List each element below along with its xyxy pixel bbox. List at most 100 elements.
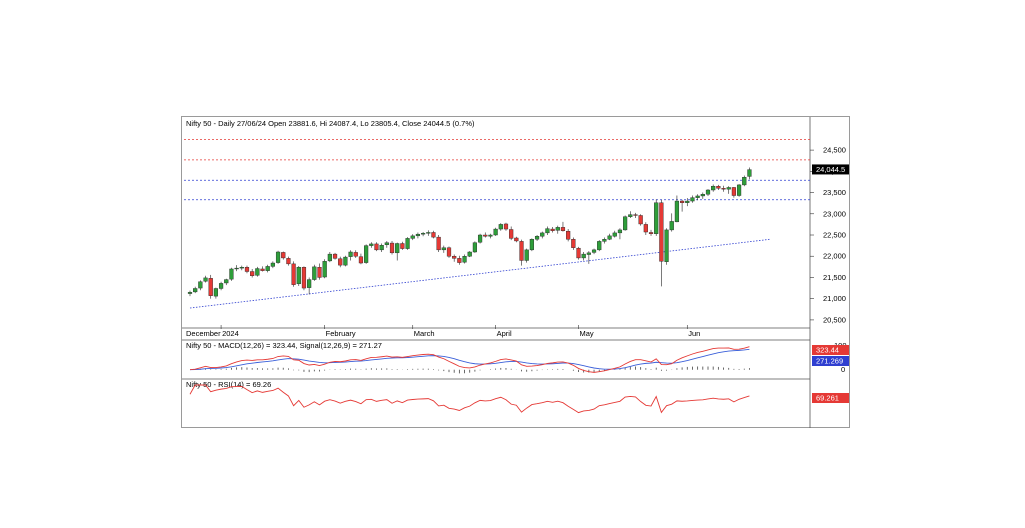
month-label: 2024 xyxy=(222,329,239,338)
last-price-label-bg xyxy=(812,164,849,175)
trendline xyxy=(189,238,771,309)
candle-body xyxy=(275,251,281,263)
candle-body xyxy=(374,243,379,251)
candle-body xyxy=(534,236,540,240)
rsi-value-label: 69.261 xyxy=(816,394,839,403)
candle-body xyxy=(364,245,369,263)
candle-body xyxy=(405,238,410,249)
candle-body xyxy=(198,281,203,289)
candle-body xyxy=(400,243,405,249)
candle-body xyxy=(493,228,498,236)
last-price-label: 24,044.5 xyxy=(816,165,845,174)
candle-body xyxy=(659,202,664,262)
candle-body xyxy=(571,239,576,248)
candle-body xyxy=(669,221,674,231)
candle-body xyxy=(415,233,421,237)
rsi-header: Nifty 50 - RSI(14) = 69.26 xyxy=(186,380,271,389)
candle-body xyxy=(623,216,628,231)
month-label: February xyxy=(326,329,356,338)
macd-value-label: 323.44 xyxy=(816,346,839,355)
candle-body xyxy=(327,253,332,262)
candle-body xyxy=(638,215,643,225)
candle-body xyxy=(540,232,545,237)
candle-body xyxy=(602,239,607,242)
candle-body xyxy=(488,234,493,237)
candle-body xyxy=(291,263,296,285)
candle-body xyxy=(597,241,602,251)
candle-body xyxy=(270,262,275,267)
candle-body xyxy=(607,235,612,240)
candle-body xyxy=(472,242,477,253)
price-header: Nifty 50 - Daily 27/06/24 Open 23881.6, … xyxy=(186,119,475,128)
candle-body xyxy=(700,194,705,197)
rsi-line xyxy=(189,384,750,414)
candle-body xyxy=(467,251,472,257)
candle-body xyxy=(612,232,617,237)
y-tick-label: 23,500 xyxy=(823,188,846,197)
signal-value-label-bg xyxy=(812,356,849,366)
candle-body xyxy=(239,267,244,269)
candle-body xyxy=(633,214,638,216)
candle-body xyxy=(260,268,265,271)
candle-body xyxy=(353,252,358,257)
candle-body xyxy=(379,244,384,251)
candle-body xyxy=(229,268,234,280)
candle-body xyxy=(566,230,571,240)
candle-body xyxy=(218,283,224,289)
candle-body xyxy=(503,223,509,230)
candle-body xyxy=(483,234,488,237)
candle-body xyxy=(234,267,239,270)
candle-body xyxy=(296,267,301,285)
candle-body xyxy=(250,271,255,276)
candle-body xyxy=(462,256,467,263)
month-label: Jun xyxy=(688,329,700,338)
macd-tick-label: 0 xyxy=(841,365,845,374)
candle-body xyxy=(545,228,550,234)
candle-body xyxy=(384,242,389,245)
candle-body xyxy=(529,239,534,251)
month-label: March xyxy=(414,329,435,338)
candle-body xyxy=(452,256,457,259)
candle-body xyxy=(519,241,524,261)
macd-value-label-bg xyxy=(812,345,849,355)
candle-body xyxy=(736,184,742,196)
rsi-value-label-bg xyxy=(812,393,849,403)
candle-body xyxy=(286,258,291,265)
candle-body xyxy=(203,277,208,282)
candle-body xyxy=(208,278,213,296)
candle-body xyxy=(685,200,690,203)
candle-body xyxy=(716,185,721,189)
candle-body xyxy=(726,187,731,190)
candle-body xyxy=(695,195,700,198)
month-label: May xyxy=(580,329,594,338)
candle-body xyxy=(255,268,260,276)
candle-body xyxy=(431,232,436,238)
macd-line xyxy=(189,346,750,373)
candle-body xyxy=(654,202,659,234)
y-tick-label: 20,500 xyxy=(823,315,846,324)
candle-body xyxy=(690,197,695,202)
candle-body xyxy=(436,236,441,251)
y-tick-label: 24,500 xyxy=(823,146,846,155)
chart-frame: Nifty 50 - Daily 27/06/24 Open 23881.6, … xyxy=(181,116,850,428)
candle-body xyxy=(457,258,462,263)
candle-body xyxy=(705,189,711,195)
candle-body xyxy=(281,252,286,259)
candle-body xyxy=(395,243,400,254)
candle-body xyxy=(514,237,519,242)
candle-body xyxy=(265,266,270,271)
candle-body xyxy=(721,188,726,190)
candle-body xyxy=(742,177,747,186)
signal-value-label: 271.269 xyxy=(816,357,843,366)
candle-body xyxy=(307,279,312,288)
candle-body xyxy=(369,243,374,246)
candle-body xyxy=(477,234,483,243)
signal-line xyxy=(189,348,750,371)
candle-body xyxy=(322,261,327,278)
candle-body xyxy=(389,242,395,254)
candle-body xyxy=(576,247,581,259)
candle-body xyxy=(338,258,343,266)
candle-body xyxy=(187,292,193,294)
candle-body xyxy=(617,229,623,234)
candle-body xyxy=(560,227,566,231)
